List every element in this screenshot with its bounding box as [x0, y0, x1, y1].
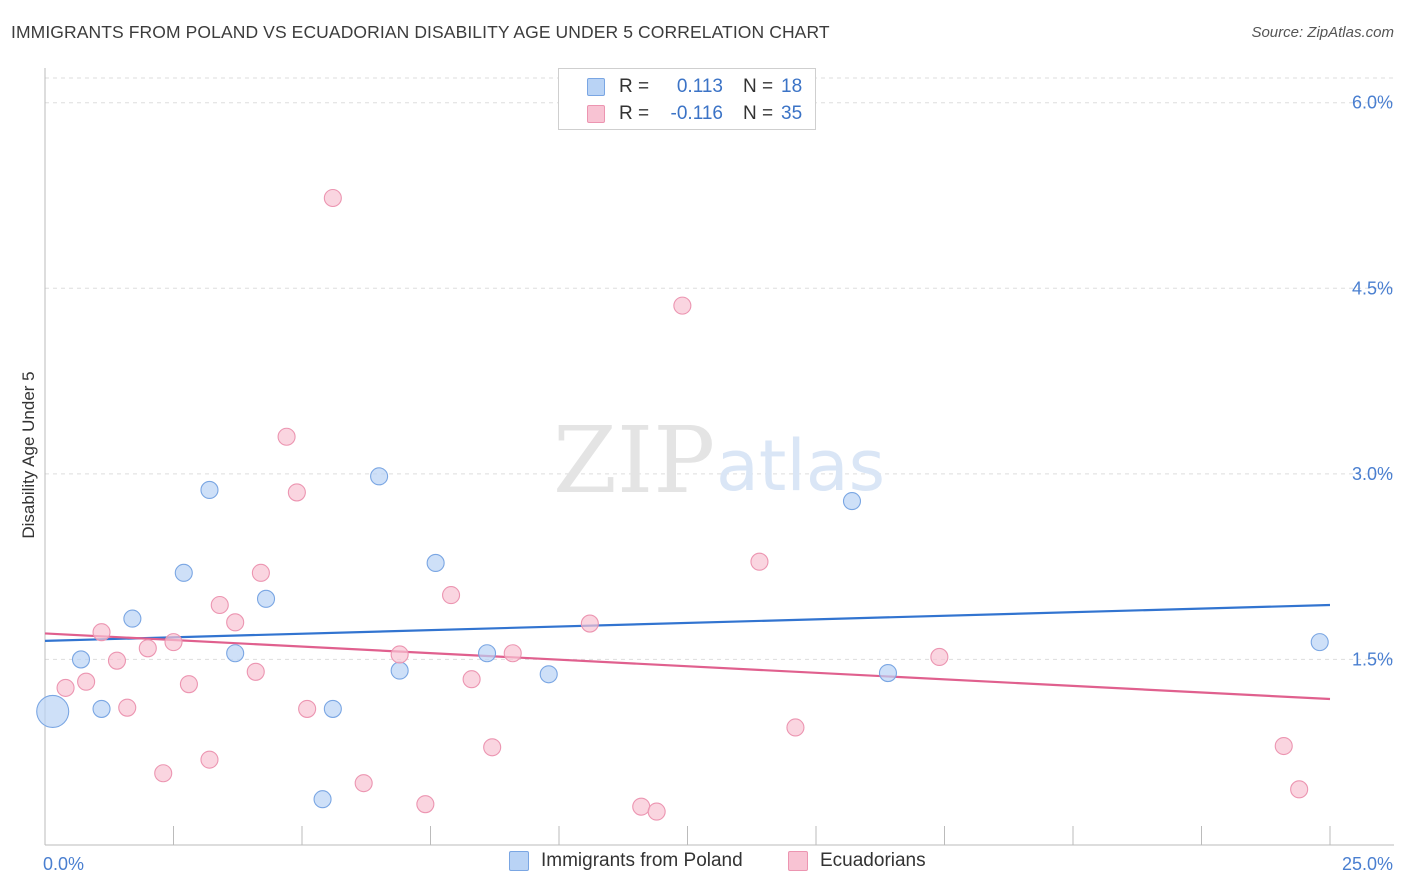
axis-layer: 1.5% 3.0% 4.5% 6.0% 0.0% 25.0%	[43, 68, 1394, 874]
data-point-ecuadorians	[750, 552, 769, 571]
x-tick-label: 0.0%	[43, 854, 84, 874]
point-layer	[36, 188, 1329, 821]
data-point-poland	[174, 563, 193, 582]
legend-n-value: 18	[781, 76, 803, 97]
watermark-atlas: atlas	[716, 425, 885, 507]
legend-row-poland: R = 0.113 N = 18	[587, 75, 802, 99]
y-tick-label: 1.5%	[1352, 649, 1393, 669]
data-point-ecuadorians	[390, 645, 409, 664]
data-point-poland	[878, 663, 898, 683]
legend-n-label: N =	[743, 103, 774, 124]
legend-r-label: R =	[619, 103, 650, 124]
data-point-ecuadorians	[580, 614, 599, 633]
y-tick-label: 3.0%	[1352, 464, 1393, 484]
trend-line-ecuadorians	[44, 632, 1331, 701]
data-point-ecuadorians	[56, 678, 75, 697]
data-point-ecuadorians	[77, 672, 96, 691]
chart-title: IMMIGRANTS FROM POLAND VS ECUADORIAN DIS…	[11, 22, 830, 42]
data-point-ecuadorians	[138, 639, 157, 658]
data-point-poland	[539, 665, 558, 684]
y-tick-label: 6.0%	[1352, 93, 1393, 113]
data-point-ecuadorians	[200, 750, 219, 769]
data-point-ecuadorians	[354, 774, 373, 793]
data-point-ecuadorians	[164, 633, 183, 652]
data-point-poland	[256, 589, 276, 608]
data-point-ecuadorians	[483, 738, 502, 757]
data-point-ecuadorians	[226, 613, 245, 632]
data-point-ecuadorians	[287, 483, 306, 502]
data-point-ecuadorians	[277, 427, 296, 446]
data-point-poland	[92, 699, 111, 718]
data-point-poland	[477, 644, 497, 663]
data-point-poland	[1310, 633, 1329, 652]
trend-line-poland	[44, 603, 1331, 642]
series-legend: Immigrants from Poland Ecuadorians	[0, 850, 1406, 878]
legend-item-poland: Immigrants from Poland	[509, 850, 743, 872]
data-point-ecuadorians	[154, 764, 173, 783]
data-point-ecuadorians	[1290, 780, 1309, 799]
legend-r-value: -0.116	[670, 103, 723, 124]
data-point-ecuadorians	[298, 699, 317, 718]
legend-swatch-pink	[587, 105, 605, 123]
correlation-legend: R = 0.113 N = 18 R = -0.116 N = 35	[558, 68, 816, 130]
data-point-ecuadorians	[323, 188, 342, 208]
data-point-ecuadorians	[930, 647, 949, 667]
data-point-poland	[226, 644, 245, 663]
data-point-poland	[842, 492, 862, 511]
watermark: ZIP atlas	[553, 407, 885, 514]
watermark-zip: ZIP	[553, 407, 715, 514]
data-point-ecuadorians	[92, 623, 111, 642]
legend-n-value: 35	[781, 103, 803, 124]
legend-swatch-blue	[587, 78, 605, 96]
data-point-poland	[370, 467, 389, 486]
data-point-poland	[323, 699, 342, 718]
data-point-poland	[71, 650, 91, 669]
legend-item-ecuadorians: Ecuadorians	[788, 850, 926, 872]
x-tick-label: 25.0%	[1342, 854, 1393, 874]
y-axis-title: Disability Age Under 5	[19, 371, 38, 538]
trend-layer	[44, 603, 1331, 701]
source-label: Source: ZipAtlas.com	[1251, 24, 1394, 41]
legend-label-poland: Immigrants from Poland	[541, 850, 743, 871]
data-point-poland	[390, 661, 409, 680]
data-point-ecuadorians	[118, 698, 137, 717]
data-point-ecuadorians	[442, 586, 461, 605]
data-point-ecuadorians	[503, 644, 522, 663]
data-point-poland	[36, 694, 70, 728]
legend-label-ecuadorians: Ecuadorians	[820, 850, 926, 871]
legend-swatch-blue	[509, 851, 529, 871]
legend-r-label: R =	[619, 76, 650, 97]
data-point-ecuadorians	[210, 595, 229, 615]
data-point-poland	[123, 609, 142, 628]
data-point-ecuadorians	[251, 563, 270, 582]
data-point-ecuadorians	[416, 795, 435, 814]
data-point-ecuadorians	[673, 296, 692, 315]
y-tick-label: 4.5%	[1352, 278, 1393, 298]
data-point-ecuadorians	[647, 802, 666, 821]
legend-r-value: 0.113	[676, 76, 723, 97]
data-point-poland	[426, 553, 445, 572]
data-point-poland	[200, 480, 219, 500]
grid-layer	[45, 77, 1394, 660]
data-point-ecuadorians	[179, 675, 198, 694]
legend-row-ecuadorians: R = -0.116 N = 35	[587, 102, 802, 126]
data-point-ecuadorians	[462, 670, 481, 689]
data-point-ecuadorians	[786, 718, 805, 737]
data-point-ecuadorians	[107, 651, 127, 670]
legend-n-label: N =	[743, 76, 774, 97]
data-point-poland	[313, 790, 332, 809]
data-point-ecuadorians	[632, 797, 651, 816]
data-point-ecuadorians	[246, 662, 265, 681]
legend-swatch-pink	[788, 851, 808, 871]
data-point-ecuadorians	[1274, 736, 1293, 756]
